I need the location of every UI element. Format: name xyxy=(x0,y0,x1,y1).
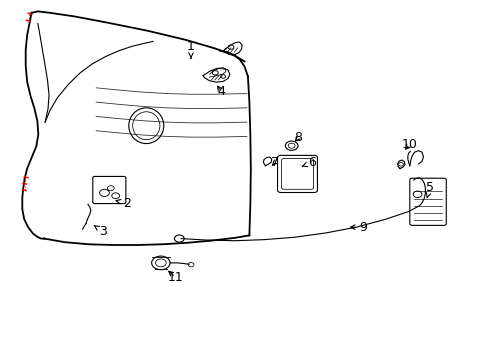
Text: 4: 4 xyxy=(217,85,224,98)
Text: 6: 6 xyxy=(302,156,315,169)
Text: 7: 7 xyxy=(270,156,278,169)
Text: 8: 8 xyxy=(293,131,302,144)
Text: 10: 10 xyxy=(401,138,417,151)
Text: 1: 1 xyxy=(187,40,195,58)
Text: 9: 9 xyxy=(350,221,367,234)
Text: 3: 3 xyxy=(94,225,107,238)
Text: 11: 11 xyxy=(167,271,183,284)
Text: 2: 2 xyxy=(116,197,130,210)
Text: 5: 5 xyxy=(426,181,433,198)
